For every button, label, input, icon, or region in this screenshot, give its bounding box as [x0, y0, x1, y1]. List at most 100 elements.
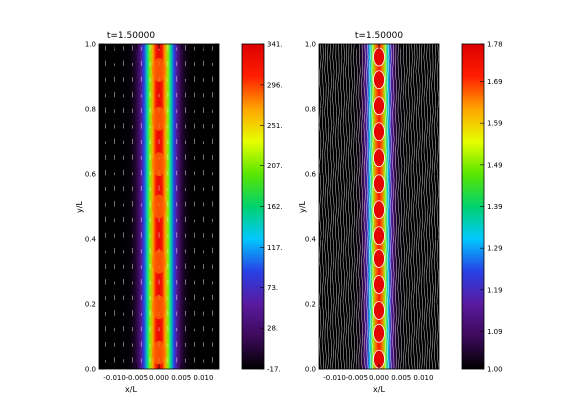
core-knot	[373, 249, 385, 268]
colorbar-tick-label: 162.	[267, 203, 283, 211]
colorbar-tick-label: 28.	[267, 325, 278, 333]
field-line	[366, 43, 369, 370]
density-panel: t=1.50000 -0.010 -0.005 0.000 0.005 0.010 0.0…	[75, 31, 283, 394]
field-line	[423, 43, 426, 370]
core-knot	[373, 70, 385, 90]
core-knot	[373, 226, 385, 246]
field-line	[342, 43, 345, 370]
core-knot	[152, 295, 166, 320]
y-tick-label: 0.2	[305, 301, 316, 309]
field-line	[358, 43, 361, 370]
core-structure	[373, 47, 385, 369]
plot-area	[319, 43, 439, 370]
colorbar-tick-label: 1.59	[487, 120, 503, 128]
field-line	[329, 43, 332, 370]
axes: -0.010 -0.005 0.000 0.005 0.010 0.0 0.2 0.4 0.6 0…	[305, 41, 440, 382]
colorbar-tick-label: 1.09	[487, 328, 503, 336]
core-knot	[152, 249, 166, 274]
field-line	[355, 43, 358, 370]
field-line	[334, 43, 338, 370]
field-line	[347, 43, 351, 370]
field-line	[326, 43, 330, 370]
colorbar-tick-label: 1.69	[487, 78, 503, 86]
plot-title: t=1.50000	[355, 31, 404, 41]
field-line	[340, 43, 343, 370]
axes: -0.010 -0.005 0.000 0.005 0.010 0.0 0.2 0.4 0.6 0…	[85, 41, 220, 382]
plot-area	[99, 44, 219, 369]
colorbar-tick-label: 1.29	[487, 245, 503, 253]
x-tick-label: 0.010	[413, 374, 433, 382]
colorbar-tick-label: 296.	[267, 81, 283, 89]
field-line	[389, 43, 392, 370]
x-tick-label: -0.010	[103, 374, 126, 382]
field-line	[368, 43, 372, 370]
field-line	[350, 43, 353, 370]
colorbar-tick-label: 1.39	[487, 203, 503, 211]
colorbar: 1.00 1.09 1.19 1.29 1.39 1.49 1.59 1.69 1.78	[461, 41, 503, 374]
colorbar-tick-label: 1.19	[487, 286, 503, 294]
colorbar-tick-label: 341.	[267, 41, 283, 49]
field-line	[337, 43, 340, 370]
y-tick-label: 1.0	[305, 41, 316, 49]
field-line	[410, 43, 413, 370]
core-knot	[152, 58, 166, 82]
colorbar-tick-label: 117.	[267, 244, 283, 252]
core-knot	[373, 148, 385, 168]
x-tick-label: 0.005	[391, 374, 411, 382]
colorbar-tick-label: 1.78	[487, 41, 503, 49]
core-knot	[373, 323, 385, 343]
field-panel: t=1.50000 -0.010 -0.005 0.000 0.005 0.010 0.0…	[298, 31, 503, 394]
field-line	[332, 43, 335, 370]
x-axis-label: x/L	[373, 385, 385, 394]
field-line	[321, 43, 325, 370]
field-line	[418, 43, 421, 370]
plot-title: t=1.50000	[107, 31, 156, 41]
y-tick-label: 0.0	[85, 366, 96, 374]
core-knot	[152, 106, 166, 131]
field-line	[386, 43, 390, 370]
colorbar-tick-label: 251.	[267, 122, 283, 130]
field-line	[405, 43, 408, 370]
y-tick-label: 0.8	[85, 106, 96, 114]
colorbar-tick-label: 207.	[267, 162, 283, 170]
colorbar-tick-label: 73.	[267, 284, 278, 292]
core-knot	[373, 301, 385, 320]
x-tick-label: 0.005	[171, 374, 191, 382]
colorbar-tick-label: 1.00	[487, 366, 503, 374]
field-line	[319, 43, 322, 370]
core-knot	[373, 174, 385, 194]
colorbar-tick-label: 1.49	[487, 161, 503, 169]
field-line	[392, 43, 395, 370]
field-line	[433, 43, 437, 370]
field-line	[345, 43, 348, 370]
core-knot	[373, 200, 385, 220]
x-tick-label: -0.005	[125, 374, 148, 382]
field-line	[394, 43, 398, 370]
field-line	[431, 43, 434, 370]
x-tick-label: 0.000	[149, 374, 169, 382]
y-tick-label: 0.6	[305, 171, 317, 179]
x-axis-label: x/L	[125, 385, 137, 394]
y-tick-label: 0.6	[85, 171, 97, 179]
y-tick-label: 0.4	[305, 236, 317, 244]
field-line	[384, 43, 387, 370]
y-tick-label: 0.8	[305, 106, 316, 114]
field-line	[363, 43, 366, 370]
field-line	[413, 43, 416, 370]
field-line	[420, 43, 424, 370]
core-knot	[373, 275, 385, 294]
field-line	[415, 43, 418, 370]
field-line	[428, 43, 431, 370]
core-knot	[373, 47, 385, 67]
field-line	[402, 43, 405, 370]
field-line	[400, 43, 403, 370]
x-tick-label: 0.010	[193, 374, 213, 382]
y-tick-label: 0.0	[305, 366, 316, 374]
colorbar: -17. 28. 73. 117. 162. 207. 251. 296. 341.	[241, 41, 283, 374]
field-line	[360, 43, 364, 370]
core-knot	[152, 194, 166, 219]
core-knot	[373, 122, 385, 142]
field-line	[397, 43, 400, 370]
core-knot	[152, 340, 166, 365]
